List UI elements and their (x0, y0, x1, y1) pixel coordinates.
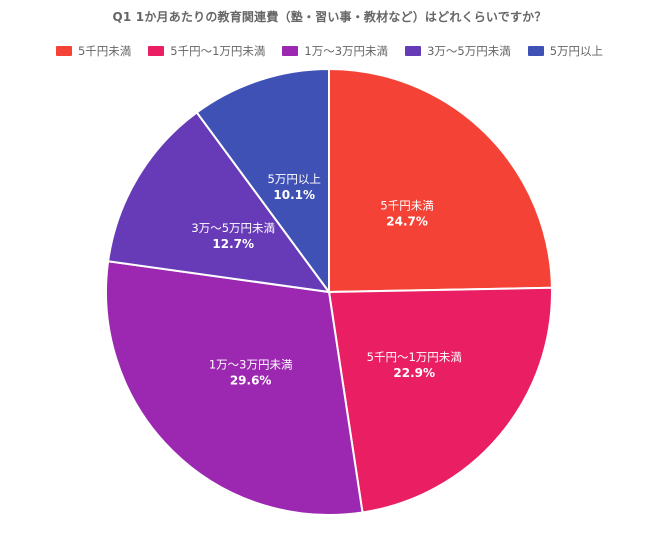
slice-value-label: 10.1% (273, 188, 315, 202)
slice-value-label: 12.7% (212, 237, 254, 251)
legend-item[interactable]: 3万〜5万円未満 (405, 43, 511, 59)
legend-item[interactable]: 5万円以上 (527, 43, 604, 59)
slice-category-label: 3万〜5万円未満 (191, 221, 275, 235)
slice-category-label: 1万〜3万円未満 (209, 357, 293, 371)
legend-label: 5万円以上 (549, 44, 604, 58)
legend-swatch (148, 46, 165, 56)
legend-label: 3万〜5万円未満 (427, 44, 511, 58)
legend-swatch (527, 46, 544, 56)
pie-slice[interactable] (327, 286, 553, 514)
legend-swatch (282, 46, 299, 56)
legend-label: 5千円〜1万円未満 (170, 44, 266, 58)
legend-item[interactable]: 5千円〜1万円未満 (148, 43, 265, 59)
slice-category-label: 5万円以上 (268, 172, 321, 186)
chart-title: Q1 1か月あたりの教育関連費（塾・習い事・教材など）はどれくらいですか？ (112, 10, 547, 24)
slice-category-label: 5千円未満 (380, 198, 433, 212)
pie-slice[interactable] (195, 67, 330, 296)
legend-label: 1万〜3万円未満 (304, 44, 389, 58)
slice-value-label: 22.9% (393, 366, 435, 380)
legend-swatch (55, 46, 72, 56)
legend-item[interactable]: 1万〜3万円未満 (282, 43, 388, 59)
legend-label: 5千円未満 (77, 44, 132, 58)
legend-item[interactable]: 5千円未満 (55, 43, 132, 59)
slice-value-label: 24.7% (386, 214, 428, 228)
pie-slice[interactable] (105, 260, 364, 516)
slice-value-label: 29.6% (230, 373, 272, 387)
pie-slice[interactable] (106, 111, 332, 294)
chart-legend: 5千円未満 5千円〜1万円未満 1万〜3万円未満 3万〜5万円未満 5万円以上 (0, 43, 659, 59)
slice-category-label: 5千円〜1万円未満 (367, 350, 462, 364)
legend-swatch (405, 46, 422, 56)
pie-slice[interactable] (328, 67, 553, 294)
